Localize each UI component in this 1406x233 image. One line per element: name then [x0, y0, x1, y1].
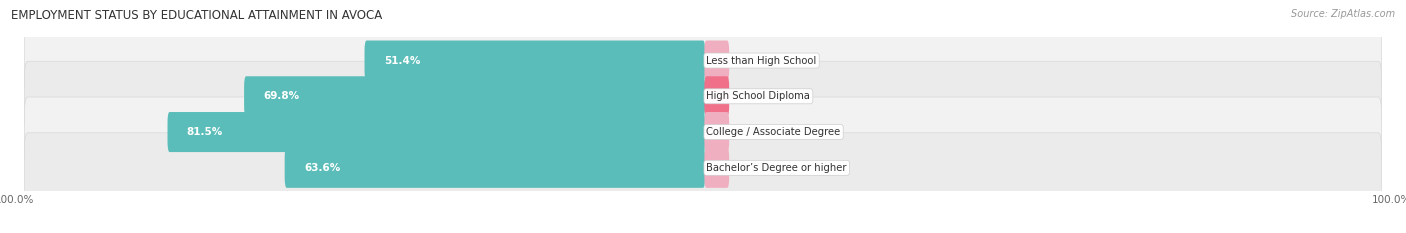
FancyBboxPatch shape: [167, 112, 704, 152]
FancyBboxPatch shape: [704, 76, 730, 116]
FancyBboxPatch shape: [704, 148, 730, 188]
FancyBboxPatch shape: [284, 148, 704, 188]
Text: Less than High School: Less than High School: [706, 55, 817, 65]
Text: 69.8%: 69.8%: [263, 91, 299, 101]
FancyBboxPatch shape: [704, 112, 730, 152]
FancyBboxPatch shape: [24, 97, 1382, 167]
Text: EMPLOYMENT STATUS BY EDUCATIONAL ATTAINMENT IN AVOCA: EMPLOYMENT STATUS BY EDUCATIONAL ATTAINM…: [11, 9, 382, 22]
Text: 1.1%: 1.1%: [741, 91, 768, 101]
Text: 63.6%: 63.6%: [304, 163, 340, 173]
Text: 0.0%: 0.0%: [741, 55, 768, 65]
Text: 0.0%: 0.0%: [741, 127, 768, 137]
Text: 81.5%: 81.5%: [187, 127, 224, 137]
FancyBboxPatch shape: [24, 133, 1382, 203]
FancyBboxPatch shape: [24, 25, 1382, 96]
FancyBboxPatch shape: [24, 61, 1382, 131]
Text: High School Diploma: High School Diploma: [706, 91, 810, 101]
FancyBboxPatch shape: [364, 41, 704, 81]
FancyBboxPatch shape: [245, 76, 704, 116]
Text: 0.0%: 0.0%: [741, 163, 768, 173]
Text: 51.4%: 51.4%: [384, 55, 420, 65]
Text: Source: ZipAtlas.com: Source: ZipAtlas.com: [1291, 9, 1395, 19]
Text: Bachelor’s Degree or higher: Bachelor’s Degree or higher: [706, 163, 846, 173]
Text: College / Associate Degree: College / Associate Degree: [706, 127, 841, 137]
FancyBboxPatch shape: [704, 41, 730, 81]
